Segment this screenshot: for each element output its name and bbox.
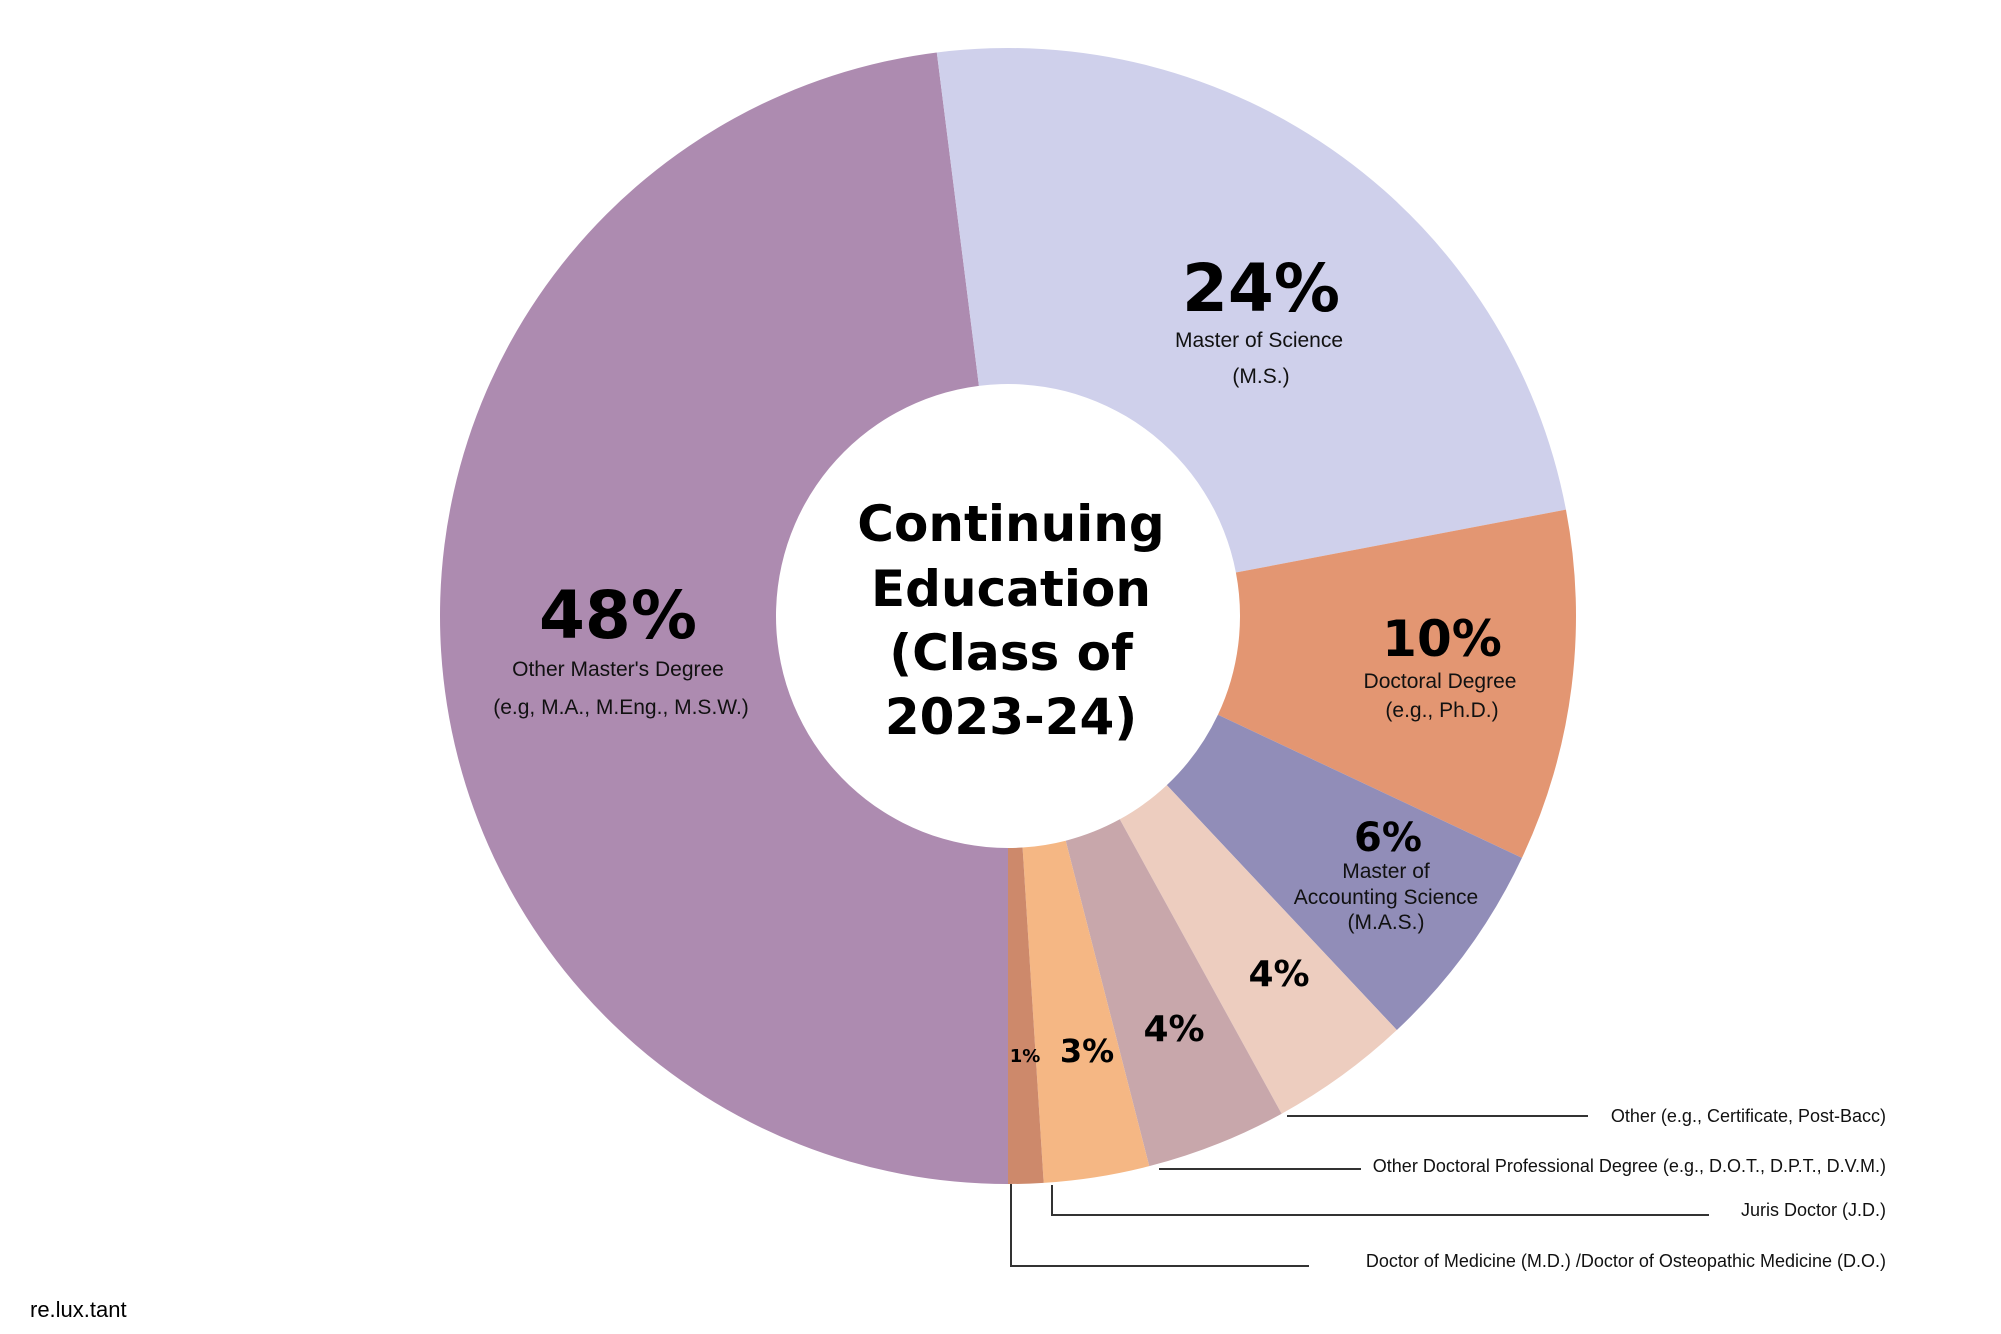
leader-line-md — [1010, 1184, 1309, 1267]
slice-label-other-masters-2: (e.g, M.A., M.Eng., M.S.W.) — [493, 696, 749, 719]
watermark: re.lux.tant — [30, 1297, 127, 1322]
slice-2 — [1217, 509, 1576, 858]
leader-label-md: Doctor of Medicine (M.D.) /Doctor of Ost… — [1366, 1251, 1886, 1271]
pct-label-jd: 3% — [1060, 1032, 1114, 1070]
leader-label-other-doctoral: Other Doctoral Professional Degree (e.g.… — [1373, 1156, 1886, 1176]
leader-label-jd: Juris Doctor (J.D.) — [1741, 1200, 1886, 1220]
slices — [439, 47, 1576, 1184]
pct-label-mas: 6% — [1354, 815, 1422, 861]
slice-label-ms-2: (M.S.) — [1232, 365, 1289, 388]
center-title-line-4: 2023-24) — [885, 688, 1137, 746]
slice-label-mas-2: Accounting Science — [1294, 886, 1478, 909]
slice-label-doctoral-2: (e.g., Ph.D.) — [1385, 699, 1498, 722]
pct-label-other: 4% — [1248, 954, 1309, 995]
slice-6 — [1022, 840, 1150, 1183]
slice-label-doctoral-1: Doctoral Degree — [1364, 670, 1517, 693]
center-title-line-1: Continuing — [857, 495, 1164, 553]
slice-5 — [1065, 819, 1282, 1167]
pct-label-md: 1% — [1010, 1046, 1041, 1067]
slice-label-mas-3: (M.A.S.) — [1348, 911, 1425, 934]
leader-line-jd — [1051, 1185, 1709, 1216]
pct-label-other-masters: 48% — [539, 577, 697, 654]
pct-label-other-doctoral: 4% — [1143, 1009, 1204, 1050]
slice-label-mas-1: Master of — [1342, 860, 1430, 883]
slice-7 — [1008, 847, 1044, 1184]
slice-label-ms-1: Master of Science — [1175, 329, 1343, 352]
leader-label-other: Other (e.g., Certificate, Post-Bacc) — [1611, 1106, 1886, 1126]
pct-label-ms: 24% — [1182, 250, 1340, 327]
slice-1 — [936, 47, 1566, 573]
slice-label-other-masters-1: Other Master's Degree — [512, 658, 724, 681]
slice-4 — [1119, 785, 1397, 1114]
slice-0 — [439, 52, 1009, 1184]
center-title-line-2: Education — [871, 560, 1151, 618]
pct-label-doctoral: 10% — [1382, 610, 1502, 668]
slice-3 — [1166, 714, 1522, 1031]
center-title-line-3: (Class of — [889, 624, 1134, 682]
